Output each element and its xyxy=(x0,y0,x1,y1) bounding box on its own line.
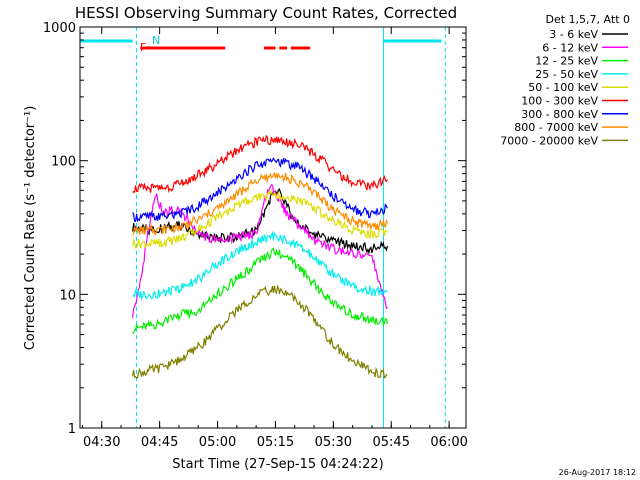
legend-entry: 25 - 50 keV xyxy=(535,68,598,81)
x-tick-label: 05:45 xyxy=(373,435,410,450)
series-line xyxy=(132,157,388,223)
y-axis-label: Corrected Count Rate (s⁻¹ detector⁻¹) xyxy=(23,106,38,351)
legend-entry: 50 - 100 keV xyxy=(528,81,598,94)
night-marker: N xyxy=(152,34,160,47)
y-axis: 1 10 100 1000 xyxy=(43,21,466,437)
legend-entry: 300 - 800 keV xyxy=(521,108,598,121)
timestamp: 26-Aug-2017 18:12 xyxy=(559,468,636,477)
flare-marker: F xyxy=(140,41,146,54)
series-line xyxy=(132,284,388,380)
y-tick-label: 1000 xyxy=(43,21,76,36)
series-line xyxy=(132,189,388,249)
series-line xyxy=(132,247,388,334)
x-tick-label: 04:30 xyxy=(83,435,120,450)
y-tick-label: 10 xyxy=(59,288,76,303)
x-tick-label: 05:00 xyxy=(199,435,236,450)
legend-entry: 100 - 300 keV xyxy=(521,95,598,108)
chart-title: HESSI Observing Summary Count Rates, Cor… xyxy=(75,4,457,22)
plot-frame xyxy=(79,26,467,429)
y-tick-label: 100 xyxy=(51,155,76,170)
legend-entry: 800 - 7000 keV xyxy=(514,121,598,134)
x-tick-label: 05:15 xyxy=(257,435,294,450)
legend-entry: 12 - 25 keV xyxy=(535,55,598,68)
legend-entry: 7000 - 20000 keV xyxy=(500,134,598,147)
series-group xyxy=(132,134,388,380)
legend-entry: 6 - 12 keV xyxy=(542,41,598,54)
series-line xyxy=(132,230,388,301)
series-line xyxy=(132,172,388,236)
y-tick-label: 1 xyxy=(68,422,76,437)
x-axis: 04:30 04:45 05:00 05:15 05:30 05:45 06:00 xyxy=(81,27,468,450)
series-line xyxy=(132,134,388,194)
x-tick-label: 06:00 xyxy=(430,435,467,450)
x-tick-label: 05:30 xyxy=(315,435,352,450)
legend-entry: 3 - 6 keV xyxy=(549,28,598,41)
legend-header: Det 1,5,7, Att 0 xyxy=(546,13,630,26)
x-axis-label: Start Time (27-Sep-15 04:24:22) xyxy=(172,457,383,472)
x-tick-label: 04:45 xyxy=(141,435,178,450)
